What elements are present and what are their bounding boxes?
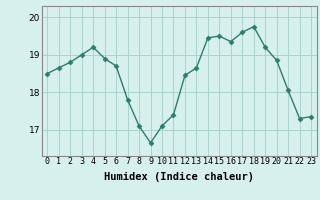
X-axis label: Humidex (Indice chaleur): Humidex (Indice chaleur)	[104, 172, 254, 182]
